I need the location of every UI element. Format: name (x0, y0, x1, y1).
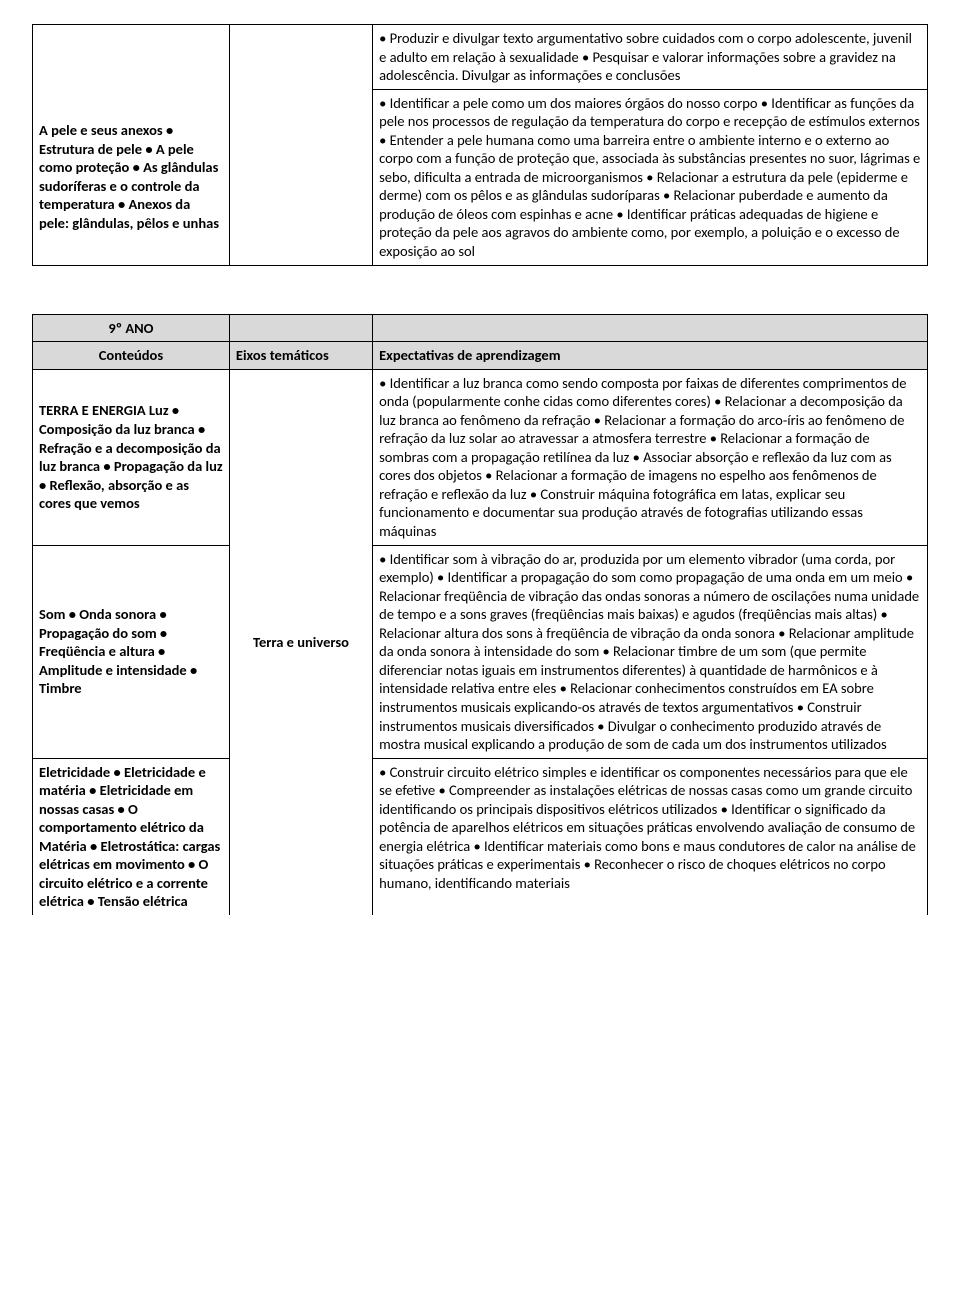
cell-expectations: • Construir circuito elétrico simples e … (373, 758, 928, 915)
header-eixos: Eixos temáticos (229, 342, 372, 370)
cell-content (33, 25, 230, 90)
cell-axis: Terra e universo (229, 369, 372, 915)
cell-expectations: • Identificar a pele como um dos maiores… (373, 89, 928, 265)
header-conteudos: Conteúdos (33, 342, 230, 370)
cell-content: Som • Onda sonora • Propagação do som • … (33, 545, 230, 758)
table-row: Som • Onda sonora • Propagação do som • … (33, 545, 928, 758)
cell-content: A pele e seus anexos • Estrutura de pele… (33, 89, 230, 265)
header-expectativas: Expectativas de aprendizagem (373, 342, 928, 370)
table-row: 9º ANO (33, 314, 928, 342)
cell-expectations: • Produzir e divulgar texto argumentativ… (373, 25, 928, 90)
cell-year: 9º ANO (33, 314, 230, 342)
cell-content: TERRA E ENERGIA Luz • Composição da luz … (33, 369, 230, 545)
table-row: A pele e seus anexos • Estrutura de pele… (33, 89, 928, 265)
table-9ano: 9º ANO Conteúdos Eixos temáticos Expecta… (32, 314, 928, 915)
table-row: Conteúdos Eixos temáticos Expectativas d… (33, 342, 928, 370)
cell-expectations: • Identificar a luz branca como sendo co… (373, 369, 928, 545)
cell-blank (373, 314, 928, 342)
table-skin: • Produzir e divulgar texto argumentativ… (32, 24, 928, 266)
table-row: Eletricidade • Eletricidade e matéria • … (33, 758, 928, 915)
cell-blank (229, 314, 372, 342)
cell-axis (229, 25, 372, 266)
spacer (32, 266, 928, 314)
table-row: • Produzir e divulgar texto argumentativ… (33, 25, 928, 90)
table-row: TERRA E ENERGIA Luz • Composição da luz … (33, 369, 928, 545)
cell-content: Eletricidade • Eletricidade e matéria • … (33, 758, 230, 915)
cell-expectations: • Identificar som à vibração do ar, prod… (373, 545, 928, 758)
